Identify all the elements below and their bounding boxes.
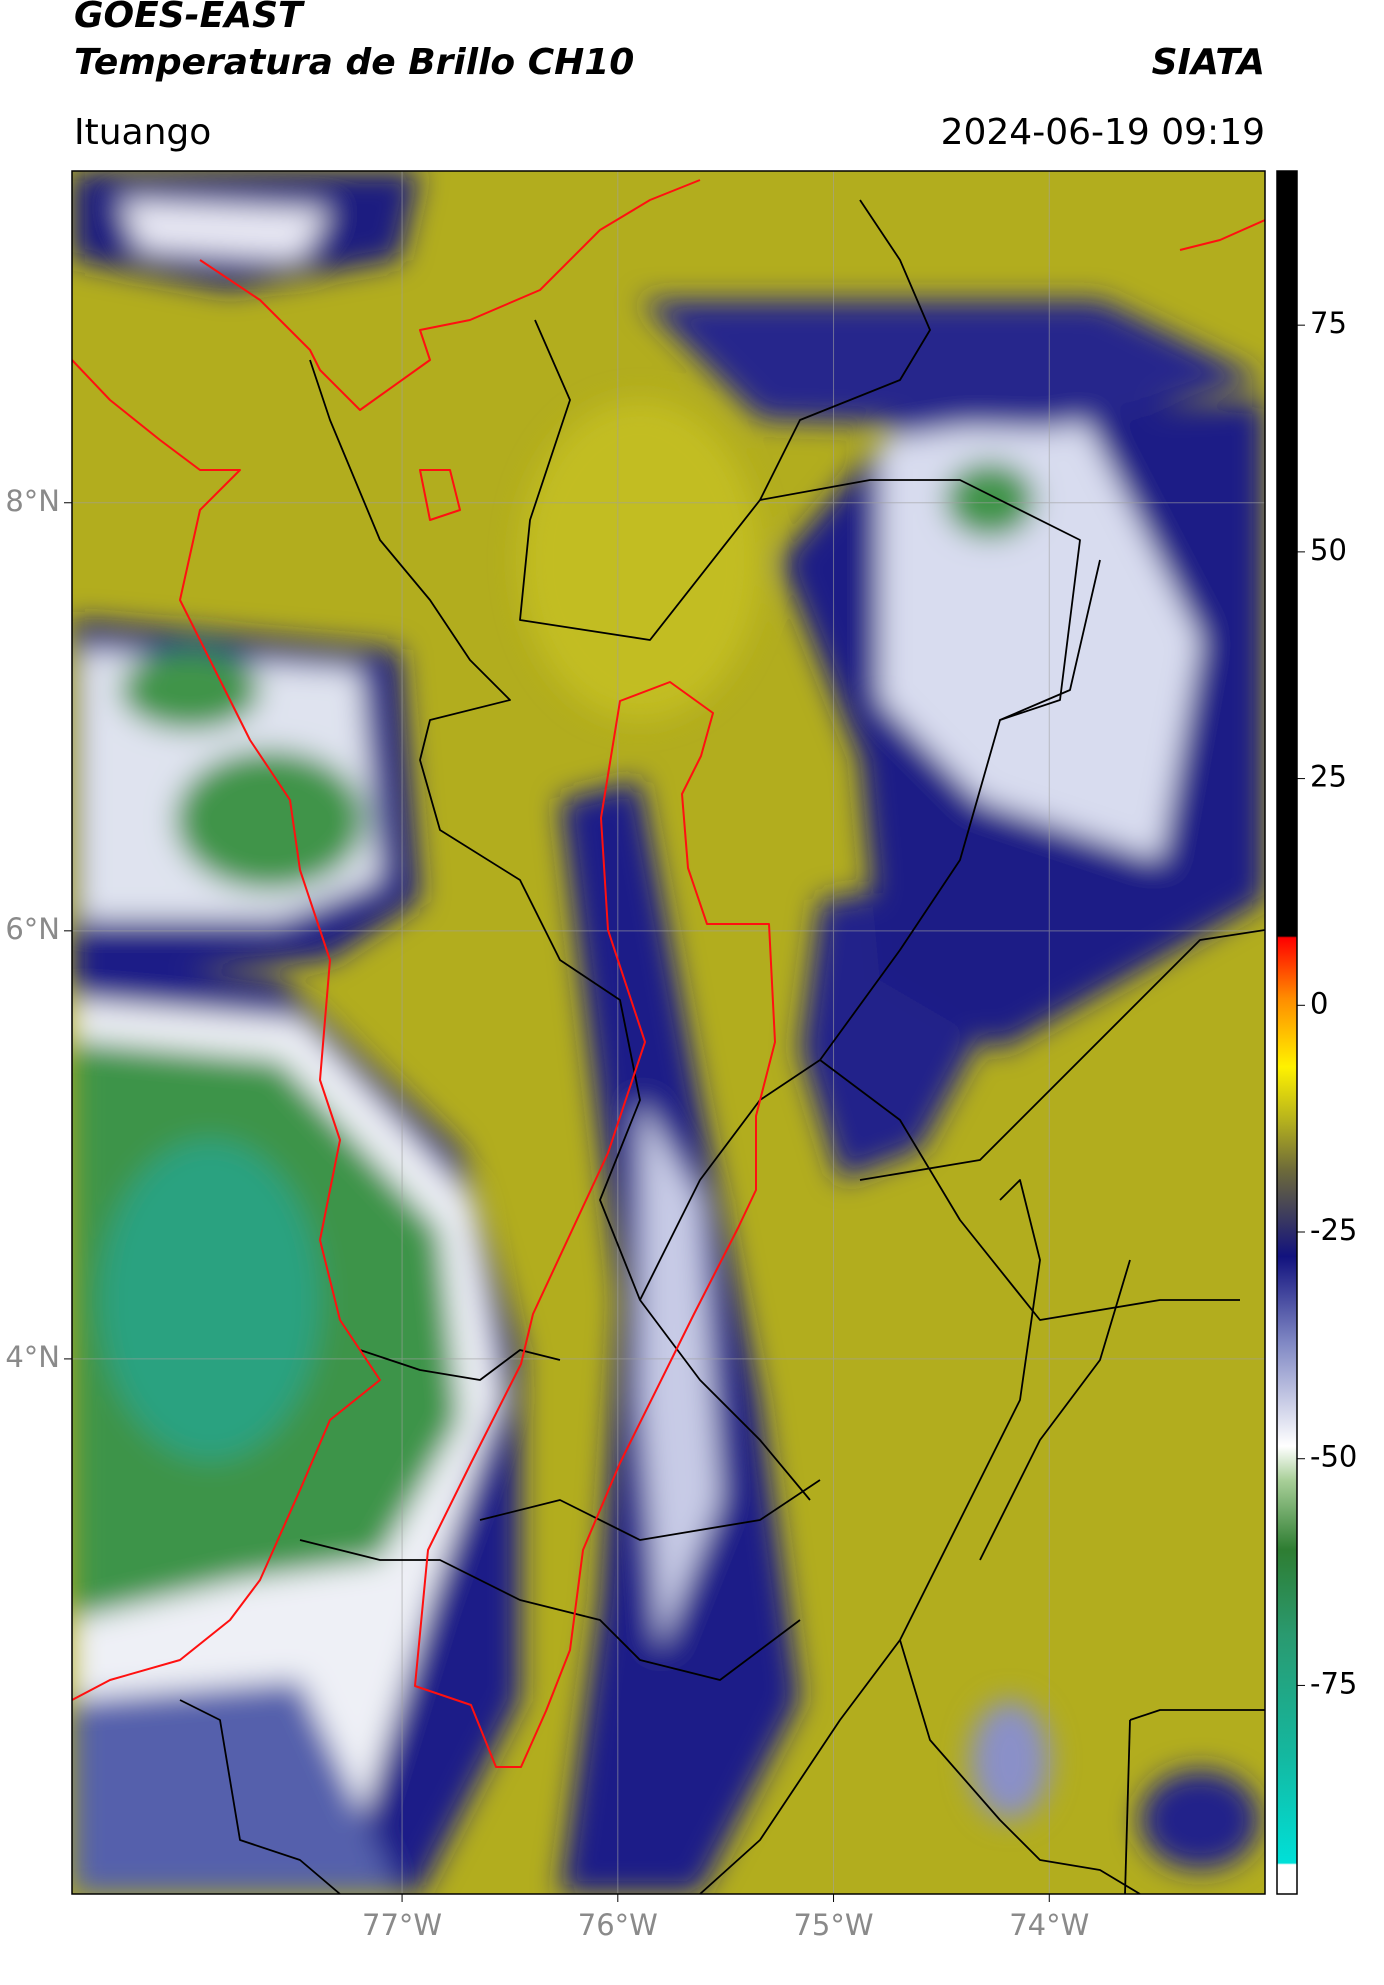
colorbar-tick-label: -50 xyxy=(1310,1440,1357,1474)
colorbar-tick-label: 0 xyxy=(1310,986,1328,1020)
y-tick-label: 4°N xyxy=(5,1340,60,1374)
x-tick-label: 76°W xyxy=(578,1908,658,1942)
datetime: 2024-06-19 09:19 xyxy=(941,112,1265,153)
y-tick-label: 6°N xyxy=(5,912,60,946)
map-frame xyxy=(71,170,1266,1895)
x-tick-label: 74°W xyxy=(1009,1908,1089,1942)
colorbar-tick-label: -75 xyxy=(1310,1666,1357,1700)
title: GOES-EAST xyxy=(74,0,305,36)
source: SIATA xyxy=(1152,42,1265,83)
colorbar xyxy=(1276,170,1298,1895)
satellite-image xyxy=(72,171,1265,1894)
x-tick-label: 77°W xyxy=(362,1908,442,1942)
colorbar-tick-label: 50 xyxy=(1310,533,1347,567)
colorbar-tick-label: 25 xyxy=(1310,760,1347,794)
region: Ituango xyxy=(74,112,211,153)
colorbar-tick-label: -25 xyxy=(1310,1213,1357,1247)
colorbar-tick-label: 75 xyxy=(1310,306,1347,340)
subtitle: Temperatura de Brillo CH10 xyxy=(74,42,634,83)
x-tick-label: 75°W xyxy=(793,1908,873,1942)
y-tick-label: 8°N xyxy=(5,484,60,518)
